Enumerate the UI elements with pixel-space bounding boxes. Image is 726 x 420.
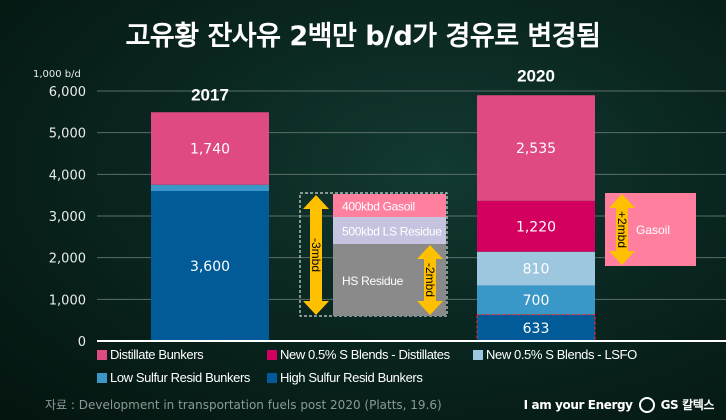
y-tick-label: 4,000	[49, 168, 86, 183]
chart-title: 고유황 잔사유 2백만 b/d가 경유로 변경됨	[125, 21, 601, 52]
legend-label: New 0.5% S Blends - Distillates	[280, 347, 450, 362]
brand-slogan: I am your Energy	[523, 397, 633, 412]
bar-segment	[151, 112, 269, 185]
legend-label: New 0.5% S Blends - LSFO	[486, 347, 637, 362]
data-label: 633	[523, 321, 550, 337]
data-label: 2,535	[516, 141, 556, 157]
category-label: 2020	[517, 66, 555, 85]
legend-item-low-sulfur-resid: Low Sulfur Resid Bunkers	[97, 370, 250, 385]
data-label: 810	[523, 262, 550, 278]
gs-logo-icon	[638, 396, 655, 413]
bar-segment	[477, 251, 595, 286]
arrow-plus-2mbd-label: +2mbd	[615, 211, 629, 248]
brand-logo-text: GS 칼텍스	[660, 398, 715, 412]
legend-swatch	[267, 349, 277, 360]
y-tick-label: 2,000	[49, 252, 86, 267]
arrow-minus-3mbd-label: -3mbd	[309, 238, 323, 272]
shift-box-segment	[333, 217, 446, 244]
bar-segment	[477, 314, 595, 341]
y-tick-label: 3,000	[49, 210, 86, 225]
y-tick-label: 5,000	[49, 127, 86, 142]
legend-label: Low Sulfur Resid Bunkers	[110, 370, 250, 385]
shift-box-segment	[333, 194, 446, 217]
y-tick-label: 1,000	[49, 293, 86, 308]
arrow-plus-2mbd	[609, 194, 635, 265]
shift-box-label: 500kbd LS Residue	[342, 225, 442, 239]
legend-swatch	[97, 349, 107, 360]
y-axis-unit: 1,000 b/d	[33, 69, 81, 80]
gasoil-box-label: Gasoil	[636, 223, 670, 237]
bar-segment	[151, 184, 269, 191]
highlight-border	[476, 314, 596, 342]
arrow-minus-2mbd	[417, 245, 443, 315]
bar-segment	[477, 95, 595, 201]
data-label: 700	[523, 293, 550, 309]
bar-segment	[151, 191, 269, 341]
bar-segment	[477, 285, 595, 315]
category-label: 2017	[191, 85, 229, 104]
y-tick-label: 0	[78, 335, 86, 350]
legend-item-high-sulfur-resid: High Sulfur Resid Bunkers	[267, 370, 423, 385]
data-label: 1,220	[516, 219, 556, 235]
source-note: 자료 : Development in transportation fuels…	[45, 398, 442, 412]
arrow-minus-3mbd	[303, 195, 329, 315]
shift-box-label: HS Residue	[342, 274, 404, 288]
legend-swatch	[473, 349, 483, 360]
legend-label: High Sulfur Resid Bunkers	[280, 370, 423, 385]
data-label: 1,740	[190, 142, 230, 158]
legend-item-new-blends-lsfo: New 0.5% S Blends - LSFO	[473, 347, 637, 362]
legend-label: Distillate Bunkers	[110, 347, 204, 362]
data-label: 3,600	[190, 259, 230, 275]
brand: I am your Energy GS 칼텍스	[524, 396, 714, 413]
legend-item-distillate-bunkers: Distillate Bunkers	[97, 347, 204, 362]
arrow-minus-2mbd-label: -2mbd	[423, 263, 437, 297]
y-tick-label: 6,000	[49, 85, 86, 100]
legend-swatch	[267, 372, 277, 383]
legend-swatch	[97, 372, 107, 383]
legend-item-new-blends-distillates: New 0.5% S Blends - Distillates	[267, 347, 450, 362]
bar-segment	[477, 200, 595, 252]
shift-box-label: 400kbd Gasoil	[342, 200, 415, 214]
